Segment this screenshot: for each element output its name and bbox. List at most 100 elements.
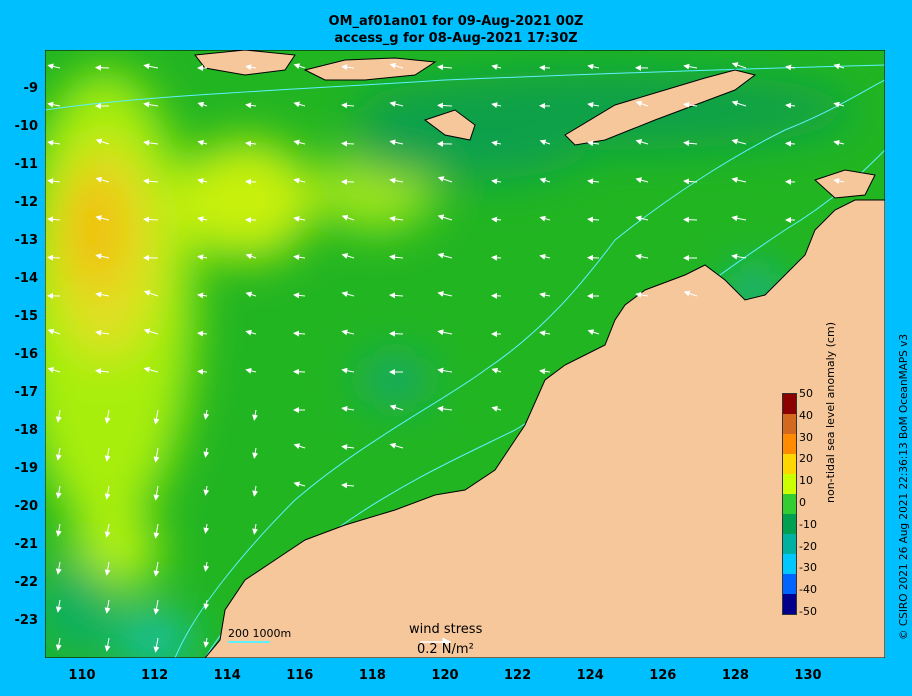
wind-arrow: [143, 216, 159, 223]
wind-arrow: [293, 139, 306, 146]
wind-arrow: [635, 215, 649, 222]
wind-arrow: [587, 102, 600, 108]
wind-arrow: [833, 101, 845, 108]
credit-text: © CSIRO 2021 26 Aug 2021 22:36:13 BoM Oc…: [898, 333, 910, 640]
timor-island: [564, 69, 757, 146]
colorbar-swatch: [783, 454, 796, 474]
wind-arrow: [539, 139, 551, 146]
wind-arrow: [197, 178, 208, 184]
wind-arrow: [833, 178, 845, 184]
wind-arrow: [203, 409, 210, 420]
wind-arrow: [389, 139, 404, 146]
wind-arrow: [197, 368, 208, 375]
lat-tick-label: -19: [14, 461, 39, 476]
map-title-line2: access_g for 08-Aug-2021 17:30Z: [334, 31, 578, 46]
wind-arrow: [252, 523, 259, 535]
wind-arrow: [833, 63, 845, 70]
wind-arrow: [389, 215, 404, 222]
wind-arrow: [539, 253, 551, 260]
colorbar-tick-label: -40: [799, 583, 817, 597]
lat-tick-label: -18: [14, 423, 39, 438]
wind-arrow: [47, 139, 61, 146]
contour-1000m: [174, 79, 885, 658]
wind-arrow: [437, 291, 453, 297]
wind-stress-value: 0.2 N/m²: [417, 642, 474, 657]
wind-arrow: [341, 405, 355, 412]
wind-arrow: [95, 215, 110, 221]
wind-arrow: [197, 140, 208, 146]
wind-arrow: [197, 254, 208, 261]
wind-arrow: [635, 100, 649, 107]
wind-arrow: [683, 63, 698, 70]
wind-arrow: [437, 102, 453, 109]
wind-arrow: [731, 100, 747, 107]
wind-arrow: [143, 366, 159, 373]
wind-arrow: [683, 140, 698, 147]
wind-arrow: [203, 523, 210, 534]
wind-stress-arrows: [47, 62, 845, 653]
wind-arrow: [197, 292, 208, 299]
wind-arrow: [245, 64, 257, 71]
wind-arrow: [245, 329, 257, 336]
lat-tick-label: -22: [14, 575, 39, 590]
wind-arrow: [389, 177, 404, 184]
wind-arrow: [539, 292, 551, 298]
colorbar-swatch: [783, 574, 796, 594]
lon-tick-label: 110: [68, 668, 96, 683]
wind-arrow: [539, 177, 551, 184]
lat-tick-label: -11: [14, 157, 39, 172]
colorbar-swatch: [783, 394, 796, 414]
wind-arrow: [635, 253, 649, 260]
wind-arrow: [389, 101, 404, 107]
wind-arrow: [245, 367, 257, 374]
wind-arrow: [245, 102, 257, 109]
wind-arrow: [153, 523, 160, 539]
wind-arrow: [47, 328, 61, 335]
lon-tick-label: 112: [141, 668, 169, 683]
wind-arrow: [389, 254, 404, 261]
wind-arrow: [47, 178, 61, 185]
wind-arrow: [293, 101, 306, 108]
wind-arrow: [203, 447, 210, 458]
wind-arrow: [683, 101, 698, 108]
wind-arrow: [683, 290, 698, 297]
wind-arrow: [491, 367, 502, 374]
wind-arrow: [203, 485, 210, 496]
wind-arrow: [491, 64, 502, 70]
colorbar-swatch: [783, 474, 796, 494]
wind-arrow: [731, 253, 747, 260]
wind-arrow: [341, 102, 355, 109]
sumba-island: [423, 109, 476, 141]
lat-tick-label: -9: [23, 81, 38, 96]
lat-tick-label: -16: [14, 347, 39, 362]
wind-arrow: [55, 637, 62, 651]
wind-arrow: [437, 329, 453, 336]
wind-arrow: [437, 214, 453, 221]
wind-arrow: [731, 138, 747, 145]
colorbar-swatch: [783, 414, 796, 434]
wind-arrow: [203, 561, 210, 572]
wind-arrow: [491, 140, 502, 147]
wind-arrow: [539, 330, 551, 337]
wind-arrow: [252, 447, 259, 459]
wind-arrow: [293, 443, 306, 449]
colorbar-swatch: [783, 554, 796, 574]
flores-island: [303, 57, 437, 81]
wind-arrow: [252, 485, 259, 497]
lon-tick-label: 128: [721, 668, 749, 683]
lon-tick-label: 126: [649, 668, 677, 683]
wind-arrow: [341, 329, 355, 336]
wind-arrow: [55, 409, 62, 423]
wind-arrow: [731, 62, 747, 69]
wind-arrow: [731, 215, 747, 222]
wind-arrow: [95, 329, 110, 336]
wind-arrow: [104, 599, 111, 614]
wind-arrow: [293, 330, 306, 337]
wind-arrow: [389, 292, 404, 299]
wind-arrow: [55, 447, 62, 461]
colorbar-title: non-tidal sea level anomaly (cm): [824, 322, 837, 503]
wind-arrow: [341, 64, 355, 71]
colorbar-tick-label: -50: [799, 605, 817, 618]
wind-arrow: [293, 177, 306, 184]
wind-arrow: [437, 367, 453, 374]
